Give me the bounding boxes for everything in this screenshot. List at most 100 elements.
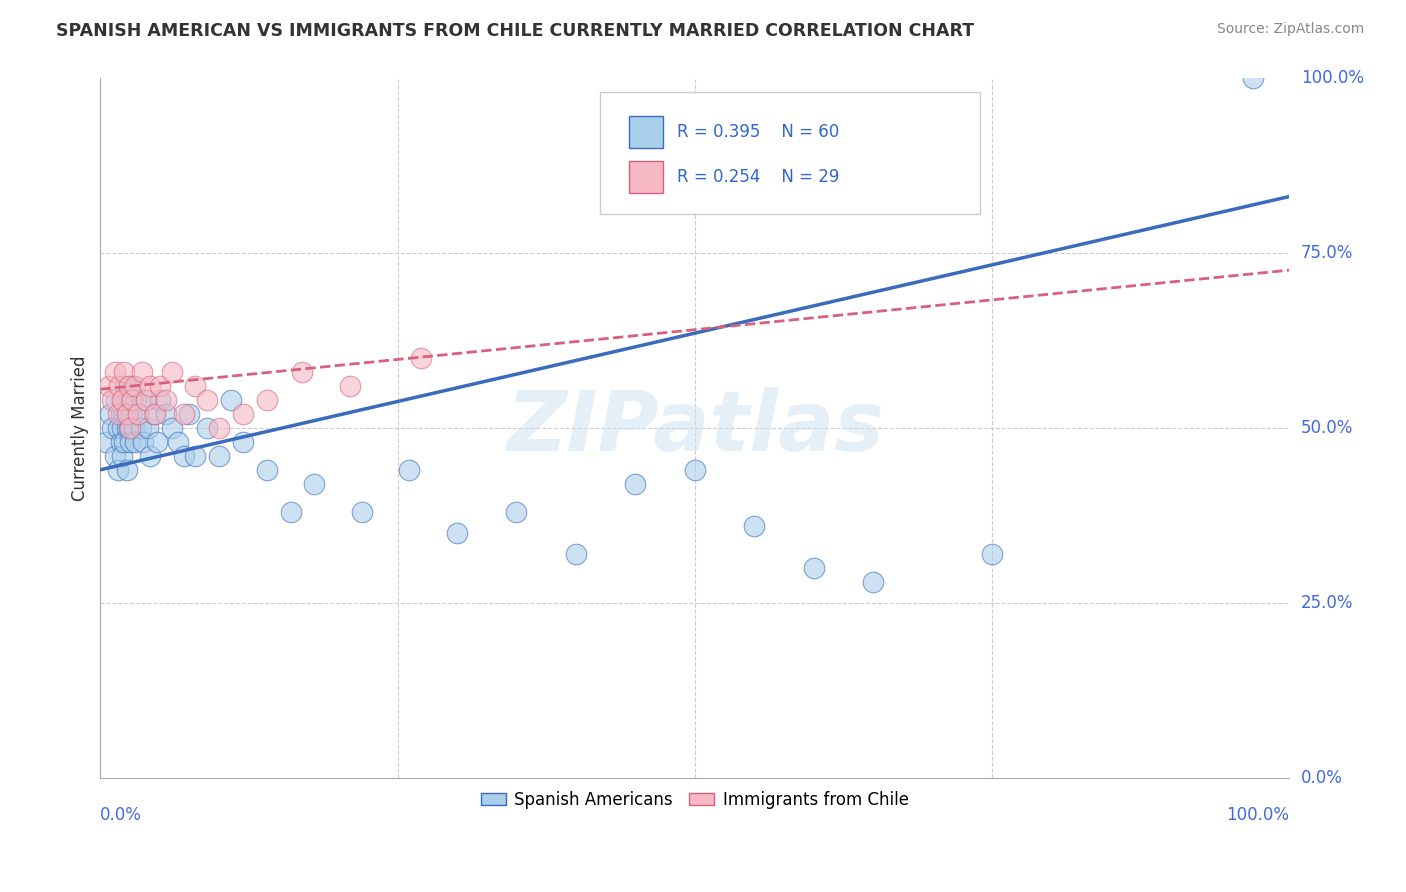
Point [131,365,153,379]
Point [104,392,127,407]
Point [208,449,231,463]
Point [350,505,373,519]
Point [112,365,135,379]
Point [1241,70,1264,85]
Point [160,421,183,435]
Point [127,407,149,421]
Text: ZIPatlas: ZIPatlas [506,387,883,468]
Point [304,476,326,491]
Point [280,505,302,519]
Legend: Spanish Americans, Immigrants from Chile: Spanish Americans, Immigrants from Chile [474,784,915,815]
Point [107,421,129,435]
Point [124,378,146,392]
Point [505,505,527,519]
Point [256,463,278,477]
Point [118,378,141,392]
Point [803,561,825,575]
FancyBboxPatch shape [599,92,980,214]
Point [232,434,254,449]
Text: 25.0%: 25.0% [1301,594,1354,612]
Y-axis label: Currently Married: Currently Married [72,355,89,500]
Point [104,365,127,379]
Point [179,407,201,421]
Point [232,407,254,421]
Point [980,547,1002,561]
Text: 100.0%: 100.0% [1226,806,1289,824]
Text: 75.0%: 75.0% [1301,244,1353,261]
Point [111,392,134,407]
Point [117,407,139,421]
Point [132,434,155,449]
Point [107,407,129,421]
Point [120,434,142,449]
Point [118,421,141,435]
Point [124,434,146,449]
Point [110,407,132,421]
Point [111,392,134,407]
Point [139,449,162,463]
Point [155,407,177,421]
Text: 50.0%: 50.0% [1301,418,1353,437]
Point [339,378,361,392]
Point [143,407,166,421]
Point [125,392,148,407]
Point [742,518,765,533]
Text: R = 0.395    N = 60: R = 0.395 N = 60 [676,123,839,141]
Point [101,421,124,435]
Point [208,421,231,435]
Point [146,434,169,449]
Text: Source: ZipAtlas.com: Source: ZipAtlas.com [1216,22,1364,37]
Point [112,434,135,449]
Point [173,449,195,463]
Point [155,392,177,407]
Text: 0.0%: 0.0% [1301,769,1343,787]
Point [411,351,433,365]
Point [107,463,129,477]
Point [446,525,468,540]
Point [862,574,884,589]
Point [291,365,314,379]
Point [565,547,588,561]
Point [127,407,149,421]
Point [142,407,165,421]
FancyBboxPatch shape [630,116,662,148]
Point [120,421,142,435]
Point [256,392,278,407]
Point [136,421,159,435]
Point [101,392,124,407]
Point [129,421,152,435]
Point [195,392,218,407]
Point [97,378,120,392]
Point [173,407,195,421]
Point [96,434,118,449]
Point [160,365,183,379]
Point [120,392,142,407]
Point [134,392,156,407]
Point [184,378,207,392]
Point [398,463,420,477]
Point [110,434,132,449]
FancyBboxPatch shape [630,161,662,193]
Point [149,378,172,392]
Point [111,421,134,435]
Point [112,407,135,421]
Point [122,421,145,435]
Point [139,378,162,392]
Point [134,392,156,407]
Point [108,378,131,392]
Point [184,449,207,463]
Text: SPANISH AMERICAN VS IMMIGRANTS FROM CHILE CURRENTLY MARRIED CORRELATION CHART: SPANISH AMERICAN VS IMMIGRANTS FROM CHIL… [56,22,974,40]
Point [149,392,172,407]
Point [115,421,138,435]
Point [111,449,134,463]
Point [98,407,121,421]
Point [683,463,706,477]
Point [121,392,143,407]
Point [166,434,188,449]
Point [115,407,138,421]
Point [114,378,136,392]
Point [219,392,242,407]
Point [121,378,143,392]
Point [115,463,138,477]
Text: R = 0.254    N = 29: R = 0.254 N = 29 [676,168,839,186]
